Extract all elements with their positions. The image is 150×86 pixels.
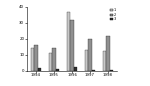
- Legend: 1, 2, 3: 1, 2, 3: [110, 8, 116, 22]
- Bar: [67, 12, 70, 71]
- Bar: [106, 36, 110, 71]
- Bar: [110, 70, 113, 71]
- Bar: [34, 45, 38, 71]
- Bar: [74, 67, 77, 71]
- Bar: [85, 50, 88, 71]
- Bar: [49, 53, 52, 71]
- Bar: [38, 68, 41, 71]
- Bar: [88, 39, 92, 71]
- Bar: [56, 69, 59, 71]
- Bar: [70, 20, 74, 71]
- Bar: [52, 48, 56, 71]
- Bar: [103, 51, 106, 71]
- Bar: [92, 70, 95, 71]
- Bar: [31, 48, 34, 71]
